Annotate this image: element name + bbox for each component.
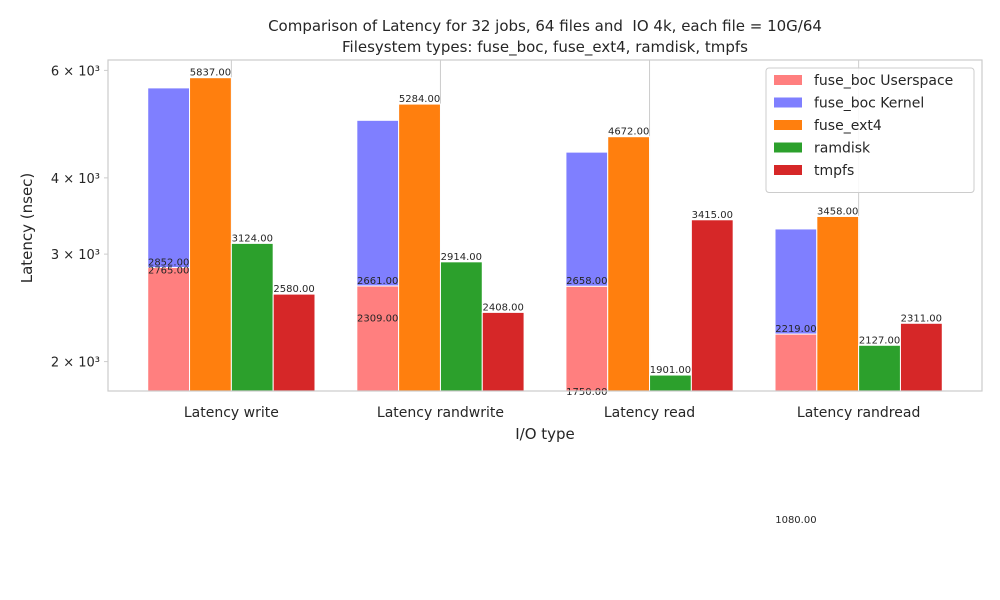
x-tick-label: Latency randwrite [377,405,504,421]
legend-label: tmpfs [814,163,854,179]
value-label: 2408.00 [483,302,524,313]
legend-swatch [774,75,802,85]
bar [189,77,232,392]
value-label: 2661.00 [357,276,398,287]
bar [816,215,860,392]
value-label: 2914.00 [441,252,482,263]
plot-frame [107,59,983,392]
legend-label: fuse_boc Kernel [814,96,924,112]
bar [899,322,943,392]
value-label: 3415.00 [692,210,733,221]
x-axis-label: I/O type [515,425,575,443]
chart-subtitle: Filesystem types: fuse_boc, fuse_ext4, r… [342,38,748,57]
bar [230,242,274,392]
bar [858,344,901,392]
value-label: 2658.00 [566,276,607,287]
bar [147,87,191,269]
value-label: 2765.00 [148,266,189,277]
legend-swatch [774,142,802,153]
bar [774,228,818,335]
bar [607,136,651,392]
y-tick-label: 2 × 10³ [51,356,100,371]
value-label: 1750.00 [566,387,607,398]
bar [649,374,692,392]
legend-box [765,67,975,193]
y-tick-label: 4 × 10³ [51,172,100,187]
value-label: 2852.00 [148,258,189,269]
value-label: 3458.00 [817,206,858,217]
bar [439,261,483,392]
value-label: 2127.00 [859,335,900,346]
legend-label: fuse_boc Userspace [814,73,953,89]
value-label: 5837.00 [190,68,231,79]
bar [356,119,400,287]
legend-swatch [774,165,802,175]
value-label: 2219.00 [775,324,816,335]
bar [774,333,818,392]
bar [565,285,609,392]
bar [398,103,441,392]
value-label: 5284.00 [399,94,440,105]
y-axis-label: Latency (nsec) [18,173,36,284]
value-label: 2311.00 [901,313,942,324]
value-label: 1901.00 [650,365,691,376]
bar [565,151,609,287]
value-label: 1080.00 [775,515,816,526]
value-label: 3124.00 [232,233,273,244]
legend-swatch [774,120,802,130]
value-label: 4672.00 [608,127,649,138]
bar [356,285,400,392]
value-label: 2580.00 [273,284,314,295]
bar [481,311,525,392]
value-label: 2309.00 [357,314,398,325]
legend-label: fuse_ext4 [814,118,882,134]
bar [147,267,191,392]
y-tick-label: 3 × 10³ [51,248,100,263]
x-tick-label: Latency write [184,405,279,421]
bar [690,219,734,392]
x-tick-label: Latency read [604,405,695,421]
x-tick-label: Latency randread [797,405,920,421]
chart-title: Comparison of Latency for 32 jobs, 64 fi… [268,17,822,35]
y-tick-label: 6 × 10³ [51,64,100,79]
legend-swatch [774,97,802,108]
bar [272,293,316,392]
legend-label: ramdisk [814,141,871,157]
